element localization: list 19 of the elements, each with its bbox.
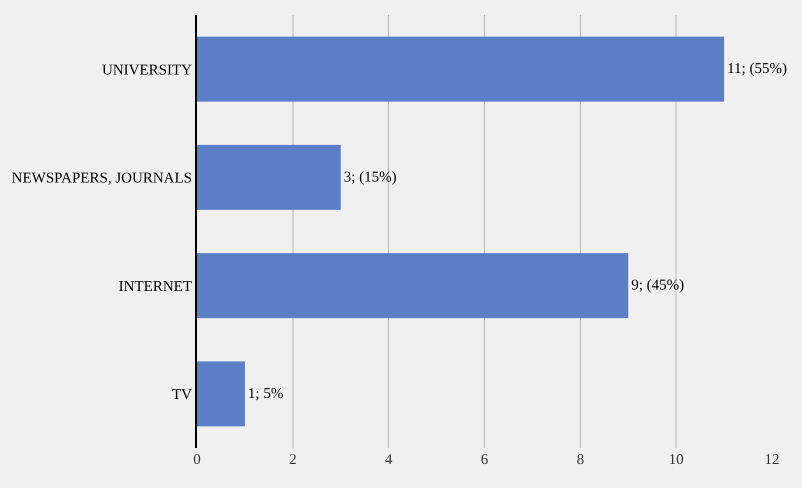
y-tick-label: TV	[172, 387, 192, 404]
x-tick-label: 12	[764, 452, 780, 468]
y-tick-label: NEWSPAPERS, JOURNALS	[12, 170, 192, 187]
data-label: 1; 5%	[248, 386, 284, 402]
x-tick-label: 4	[384, 452, 393, 468]
x-tick-label: 8	[576, 452, 584, 468]
bar	[197, 144, 341, 210]
x-tick-label: 10	[668, 452, 684, 468]
x-tick-label: 6	[480, 452, 489, 468]
bar	[197, 36, 724, 102]
data-label: 9; (45%)	[631, 278, 684, 294]
x-tick-label: 0	[193, 452, 201, 468]
x-tick-label: 2	[289, 452, 297, 468]
y-tick-label: INTERNET	[118, 278, 192, 295]
data-label: 11; (55%)	[727, 61, 787, 78]
bar	[197, 253, 628, 318]
bar	[197, 361, 245, 426]
data-label: 3; (15%)	[344, 169, 397, 186]
y-tick-label: UNIVERSITY	[102, 62, 192, 78]
